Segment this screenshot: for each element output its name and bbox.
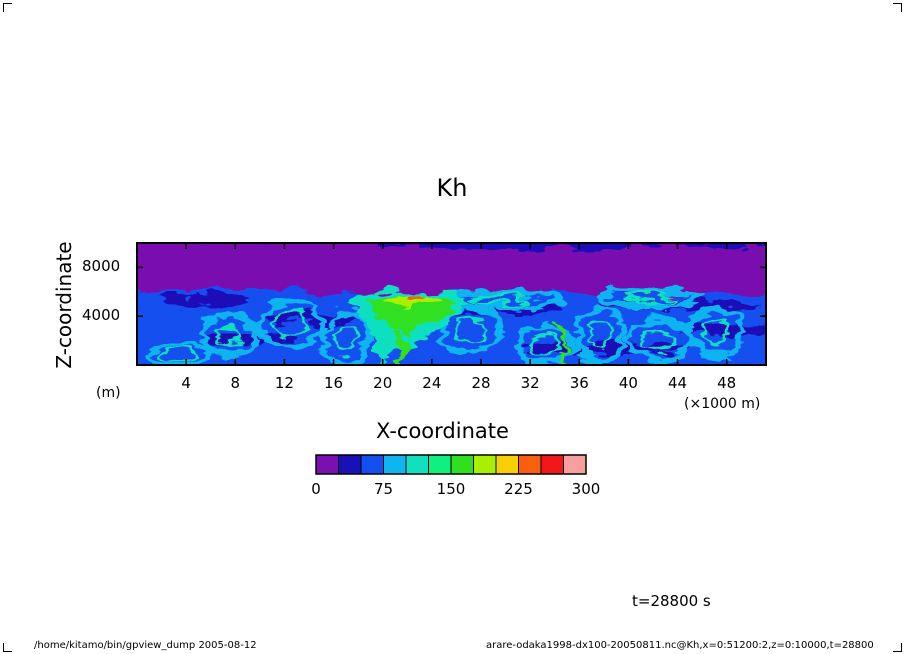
x-tick-label: 28	[471, 374, 491, 392]
crop-mark-top-right	[893, 3, 902, 12]
colorbar-swatch	[450, 454, 474, 475]
colorbar-swatch	[428, 454, 452, 475]
time-label: t=28800 s	[632, 592, 711, 610]
x-axis-unit: (×1000 m)	[684, 396, 761, 412]
field-streak	[160, 294, 250, 306]
field-eddy	[686, 305, 744, 359]
crop-mark-bottom-left	[3, 643, 12, 652]
field-eddy-core	[643, 328, 677, 352]
x-axis-label: X-coordinate	[376, 419, 509, 443]
field-filament	[392, 328, 405, 365]
colorbar-swatch	[473, 454, 497, 475]
colorbar-label: 300	[571, 480, 601, 498]
field-eddy-core	[468, 294, 532, 306]
colorbar-swatch	[315, 454, 339, 475]
field-eddy-core	[700, 318, 730, 346]
x-tick-label: 48	[717, 374, 737, 392]
colorbar-label: 75	[373, 480, 394, 498]
x-tick-label: 24	[422, 374, 442, 392]
colorbar-label: 225	[504, 480, 533, 498]
colorbar-label: 150	[436, 480, 466, 498]
y-axis-unit: (m)	[96, 385, 121, 401]
colorbar-swatch	[540, 454, 564, 475]
x-tick-label: 20	[373, 374, 393, 392]
field-eddy	[573, 306, 627, 364]
crop-mark-top-left	[3, 3, 12, 12]
field-eddy-core	[586, 320, 614, 350]
x-tick-label: 40	[618, 374, 638, 392]
colorbar-label: 0	[311, 480, 321, 498]
colorbar-swatch	[338, 454, 362, 475]
heatmap-field	[137, 243, 766, 365]
field-eddy-core	[530, 333, 560, 357]
field-high-core	[365, 293, 458, 335]
y-tick-label: 8000	[82, 257, 121, 276]
x-tick-label: 8	[230, 374, 241, 392]
field-eddy	[597, 287, 703, 309]
field-eddy-core	[332, 325, 358, 355]
field-eddy	[516, 322, 574, 365]
footer-left-text: /home/kitamo/bin/gpview_dump 2005-08-12	[34, 640, 257, 651]
x-tick-label: 32	[520, 374, 540, 392]
plot-frame	[136, 242, 767, 366]
field-eddy	[199, 312, 261, 358]
x-tick-label: 44	[668, 374, 688, 392]
field-eddy-core	[273, 311, 307, 339]
colorbar-swatch	[383, 454, 407, 475]
field-eddy-core	[163, 348, 197, 362]
crop-mark-bottom-right	[893, 643, 902, 652]
y-tick-label: 4000	[82, 306, 121, 325]
x-tick-label: 16	[324, 374, 344, 392]
field-eddy	[257, 298, 323, 352]
colorbar-frame	[315, 454, 587, 475]
colorbar-swatch	[518, 454, 542, 475]
field-eddy-core	[453, 317, 487, 343]
field-eddy-core	[623, 292, 677, 304]
footer-right-text: arare-odaka1998-dx100-20050811.nc@Kh,x=0…	[486, 640, 874, 651]
colorbar-swatch	[360, 454, 384, 475]
field-filament	[558, 319, 568, 365]
field-peak-max	[405, 294, 425, 300]
colorbar-swatch	[563, 454, 587, 475]
field-eddy-core	[214, 323, 246, 347]
field-eddy	[320, 311, 370, 365]
field-upper-layer	[137, 243, 766, 296]
x-tick-label: 4	[181, 374, 191, 392]
colorbar-swatch	[495, 454, 519, 475]
field-eddy	[147, 342, 213, 365]
x-tick-label: 12	[274, 374, 294, 392]
x-tick-label: 36	[569, 374, 589, 392]
chart-title: Kh	[436, 174, 468, 202]
field-peak	[384, 294, 440, 306]
colorbar-swatch	[405, 454, 429, 475]
